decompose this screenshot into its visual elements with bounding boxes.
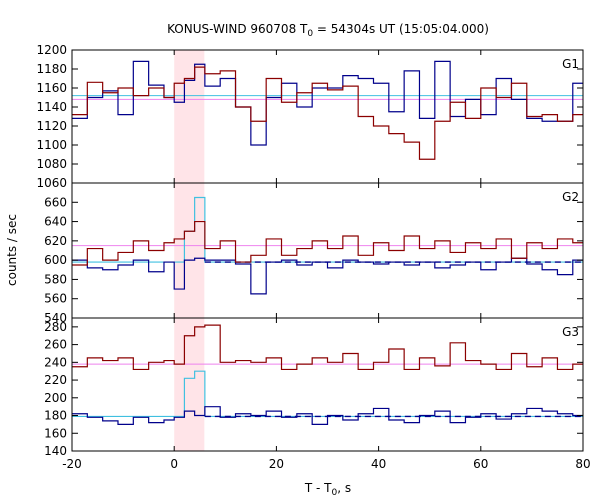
plot-area: 1060 1080 1100 1120 1140 1160 1180 1200 G1 540 560… (36, 43, 590, 471)
x-tick-label: 60 (473, 457, 488, 471)
x-tick-label: 40 (371, 457, 386, 471)
panel-frame (71, 317, 584, 452)
y-tick-label: 220 (44, 373, 67, 387)
y-tick-label: 1120 (36, 119, 67, 133)
x-tick-label: 80 (575, 457, 590, 471)
series-blue-histogram (72, 406, 583, 425)
y-tick-label: 260 (44, 338, 67, 352)
y-axis-label: counts / sec (5, 214, 19, 286)
y-tick-label: 160 (44, 426, 67, 440)
panel-label: G1 (562, 57, 579, 71)
y-tick-label: 1160 (36, 81, 67, 95)
y-tick-label: 280 (44, 320, 67, 334)
series-red-histogram (72, 220, 583, 266)
series-red-histogram (72, 66, 583, 160)
y-tick-label: 580 (44, 272, 67, 286)
y-tick-label: 140 (44, 444, 67, 458)
chart-title: KONUS-WIND 960708 T0 = 54304s UT (15:05:… (167, 22, 489, 39)
y-tick-label: 560 (44, 292, 67, 306)
y-tick-label: 1180 (36, 62, 67, 76)
y-tick-label: 1060 (36, 176, 67, 190)
y-tick-label: 620 (44, 234, 67, 248)
panel-g2: 540 560 580 600 620 640 660 G2 (44, 182, 584, 325)
y-tick-label: 1080 (36, 157, 67, 171)
x-tick-label: 0 (170, 457, 178, 471)
panel-g1: 1060 1080 1100 1120 1140 1160 1180 1200 G1 (36, 43, 584, 190)
y-tick-label: 540 (44, 311, 67, 325)
y-tick-label: 660 (44, 195, 67, 209)
x-axis-label: T - T0, s (304, 481, 351, 498)
x-tick-label: 20 (269, 457, 284, 471)
y-tick-label: 240 (44, 355, 67, 369)
y-tick-label: 180 (44, 409, 67, 423)
panel-g3: 140 160 180 200 220 240 260 280 G3 (44, 317, 584, 458)
trigger-interval-highlight (174, 50, 205, 451)
panel-label: G3 (562, 325, 579, 339)
panel-label: G2 (562, 190, 579, 204)
series-blue-histogram (72, 257, 583, 295)
series-blue-histogram (72, 60, 583, 146)
series-red-histogram (72, 324, 583, 371)
y-tick-label: 640 (44, 215, 67, 229)
y-tick-label: 1140 (36, 100, 67, 114)
y-tick-label: 600 (44, 253, 67, 267)
burst-model-line (72, 196, 583, 263)
burst-model-line (72, 370, 583, 418)
y-tick-label: 200 (44, 391, 67, 405)
x-tick-label: -20 (62, 457, 82, 471)
y-tick-label: 1100 (36, 138, 67, 152)
y-tick-label: 1200 (36, 43, 67, 57)
